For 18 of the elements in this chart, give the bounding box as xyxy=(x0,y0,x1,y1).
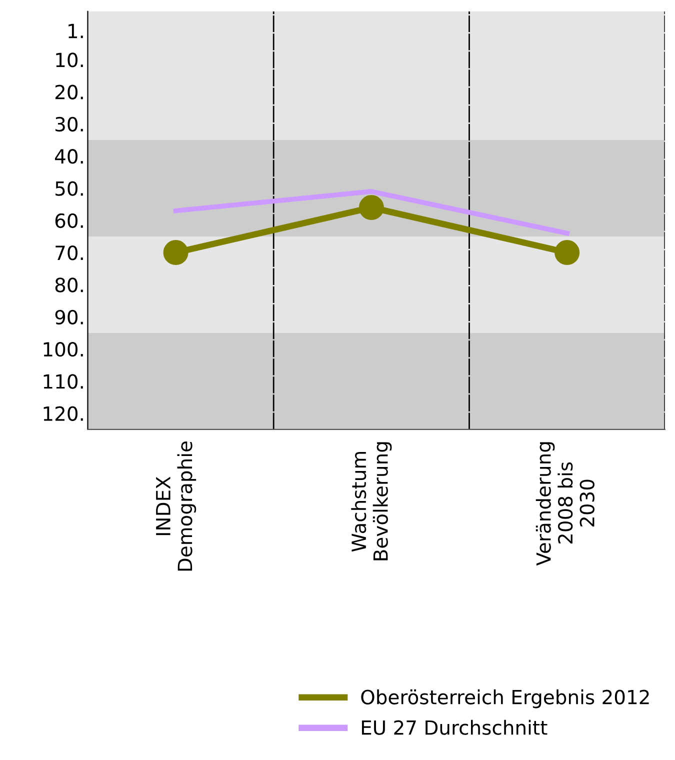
y-tick-label: 90. xyxy=(55,310,83,325)
y-tick-label: 120. xyxy=(44,406,83,421)
y-tick-label: 20. xyxy=(55,84,83,100)
y-tick-label: 80. xyxy=(55,278,83,292)
y-tick-label: 40. xyxy=(55,149,83,164)
legend-label: EU 27 Durchschnitt xyxy=(362,720,548,735)
y-tick-label: 10. xyxy=(56,52,83,68)
x-tick-label: INDEX Demographie xyxy=(156,442,196,571)
legend-label: Oberösterreich Ergebnis 2012 xyxy=(361,689,649,708)
y-tick-label: 70. xyxy=(56,246,83,260)
y-tick-label: 30. xyxy=(56,116,83,132)
y-tick-label: 110. xyxy=(44,374,83,389)
y-tick-label: 1. xyxy=(68,24,83,38)
y-tick-label: 60. xyxy=(55,213,83,228)
x-tick-label: Veränderung 2008 bis 2030 xyxy=(536,442,594,566)
x-tick-label: Wachstum Bevölkerung xyxy=(351,442,392,560)
y-tick-label: 100. xyxy=(44,342,83,357)
y-tick-label: 50. xyxy=(56,181,83,196)
